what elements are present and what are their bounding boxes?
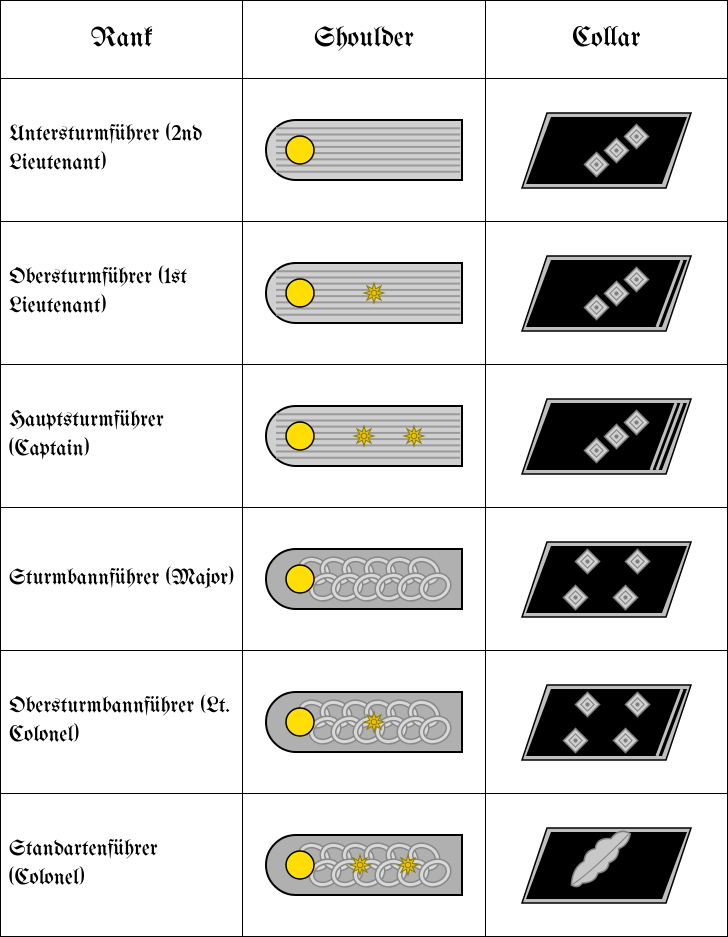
- rank-name: Obersturmbannführer (Lt. Colonel): [1, 651, 243, 794]
- collar-insignia: [485, 365, 727, 508]
- header-row: Rank Shoulder Collar: [1, 1, 728, 79]
- rank-name: Hauptsturmführer (Captain): [1, 365, 243, 508]
- table-row: Sturmbannführer (Major): [1, 508, 728, 651]
- col-shoulder: Shoulder: [243, 1, 485, 79]
- rank-name: Obersturmführer (1st Lieutenant): [1, 222, 243, 365]
- collar-insignia: [485, 794, 727, 937]
- shoulder-insignia: [243, 79, 485, 222]
- collar-insignia: [485, 222, 727, 365]
- shoulder-insignia: [243, 508, 485, 651]
- shoulder-insignia: [243, 365, 485, 508]
- table-row: Obersturmführer (1st Lieutenant): [1, 222, 728, 365]
- table-row: Standartenführer (Colonel): [1, 794, 728, 937]
- shoulder-insignia: [243, 222, 485, 365]
- shoulder-insignia: [243, 794, 485, 937]
- rank-name: Standartenführer (Colonel): [1, 794, 243, 937]
- collar-insignia: [485, 508, 727, 651]
- col-rank: Rank: [1, 1, 243, 79]
- table-row: Hauptsturmführer (Captain): [1, 365, 728, 508]
- collar-insignia: [485, 79, 727, 222]
- rank-table: Rank Shoulder Collar Untersturmführer (2…: [0, 0, 728, 937]
- shoulder-insignia: [243, 651, 485, 794]
- table-row: Untersturmführer (2nd Lieutenant): [1, 79, 728, 222]
- rank-name: Sturmbannführer (Major): [1, 508, 243, 651]
- rank-name: Untersturmführer (2nd Lieutenant): [1, 79, 243, 222]
- col-collar: Collar: [485, 1, 727, 79]
- collar-insignia: [485, 651, 727, 794]
- table-row: Obersturmbannführer (Lt. Colonel): [1, 651, 728, 794]
